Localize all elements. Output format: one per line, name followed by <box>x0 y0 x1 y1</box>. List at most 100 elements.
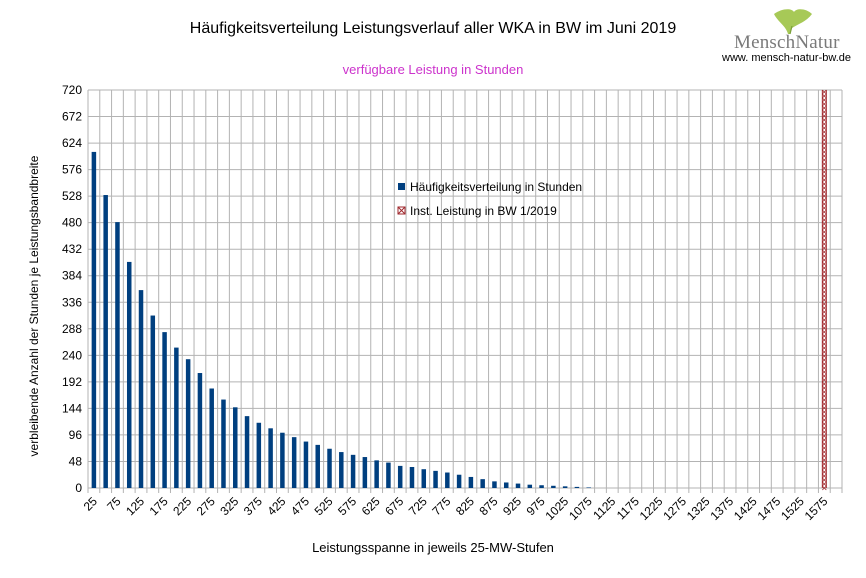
capacity-hatch <box>822 313 827 319</box>
capacity-hatch <box>822 337 827 343</box>
bar <box>197 373 203 488</box>
capacity-hatch <box>822 121 827 127</box>
bar <box>233 407 238 488</box>
x-tick-label: 325 <box>217 494 241 518</box>
legend: Häufigkeitsverteilung in Stunden Inst. L… <box>397 180 582 218</box>
capacity-hatch <box>822 273 827 279</box>
y-tick-label: 672 <box>62 110 82 124</box>
bar <box>515 483 521 488</box>
x-tick-label: 125 <box>123 494 147 518</box>
bar <box>527 484 533 488</box>
capacity-hatch <box>822 165 827 171</box>
x-tick-label: 925 <box>500 494 524 518</box>
bar <box>315 444 320 488</box>
y-tick-labels: 0 48 96 144 192 240 288 336 384 432 480 528 576 624 67… <box>62 83 82 495</box>
bar <box>503 482 509 488</box>
capacity-hatch <box>822 309 827 315</box>
capacity-hatch <box>822 281 827 287</box>
x-tick-label: 725 <box>406 494 430 518</box>
bar <box>551 485 556 488</box>
capacity-hatch <box>822 177 827 183</box>
bar <box>492 481 497 488</box>
y-tick-label: 0 <box>75 481 82 495</box>
bar <box>409 466 415 488</box>
y-tick-label: 336 <box>62 295 82 309</box>
capacity-hatch <box>822 457 827 463</box>
capacity-hatch <box>822 429 827 435</box>
bar <box>174 347 179 488</box>
x-tick-label: 525 <box>312 494 336 518</box>
x-tick-label: 775 <box>429 494 453 518</box>
capacity-hatch <box>822 413 827 419</box>
legend-swatch-frequency <box>398 183 405 190</box>
capacity-hatch <box>822 469 827 475</box>
capacity-hatch <box>822 293 827 299</box>
bar <box>162 332 167 488</box>
bar <box>150 315 156 488</box>
bar <box>586 487 591 488</box>
capacity-hatch <box>822 225 827 231</box>
capacity-hatch <box>822 137 827 143</box>
x-tick-label: 175 <box>147 494 171 518</box>
bar <box>433 470 438 488</box>
capacity-hatch <box>822 169 827 175</box>
capacity-hatch <box>822 237 827 243</box>
capacity-hatch <box>822 205 827 211</box>
x-tick-label: 825 <box>453 494 477 518</box>
capacity-hatch <box>822 217 827 223</box>
x-tick-label: 575 <box>335 494 359 518</box>
x-tick-label: 225 <box>170 494 194 518</box>
x-tick-label: 1225 <box>637 494 666 523</box>
x-tick-label: 1025 <box>542 494 571 523</box>
capacity-hatch <box>822 333 827 339</box>
capacity-hatch <box>822 269 827 275</box>
capacity-hatch <box>822 161 827 167</box>
capacity-hatch <box>822 105 827 111</box>
capacity-hatch <box>822 305 827 311</box>
capacity-hatch <box>822 265 827 271</box>
capacity-hatch <box>822 245 827 251</box>
capacity-hatch <box>822 465 827 471</box>
capacity-hatch <box>822 249 827 255</box>
capacity-hatch <box>822 297 827 303</box>
bar <box>421 469 427 488</box>
capacity-hatch <box>822 393 827 399</box>
brand-url[interactable]: www. mensch-natur-bw.de <box>722 52 851 64</box>
capacity-hatch <box>822 93 827 99</box>
capacity-hatch <box>822 373 827 379</box>
brand-name: MenschNatur <box>734 32 840 53</box>
x-axis-label: Leistungsspanne in jeweils 25-MW-Stufen <box>312 540 554 555</box>
x-tick-labels: 25 75 125 175 225 275 325 375 425 475 525 575 625 675… <box>81 494 831 523</box>
capacity-hatch <box>822 353 827 359</box>
bar <box>209 388 214 488</box>
capacity-hatch <box>822 369 827 375</box>
capacity-hatch <box>822 189 827 195</box>
y-tick-label: 96 <box>69 428 83 442</box>
bar <box>374 460 379 488</box>
capacity-hatch <box>822 241 827 247</box>
capacity-hatch <box>822 417 827 423</box>
capacity-hatch <box>822 409 827 415</box>
y-tick-label: 624 <box>62 136 82 150</box>
x-tick-label: 1325 <box>684 494 713 523</box>
capacity-hatch <box>822 253 827 259</box>
y-tick-label: 384 <box>62 269 82 283</box>
capacity-hatch <box>822 449 827 455</box>
x-tick-label: 25 <box>81 494 101 514</box>
capacity-hatch <box>822 461 827 467</box>
bar <box>268 428 273 488</box>
capacity-hatch <box>822 473 827 479</box>
bar <box>103 195 108 488</box>
bar <box>256 422 262 488</box>
capacity-hatch <box>822 405 827 411</box>
bar <box>185 359 191 488</box>
x-tick-label: 625 <box>359 494 383 518</box>
x-tick-label: 675 <box>382 494 406 518</box>
bar <box>350 454 356 488</box>
bar <box>397 465 403 488</box>
capacity-hatch <box>822 277 827 283</box>
capacity-hatch <box>822 321 827 327</box>
capacity-hatch <box>822 349 827 355</box>
